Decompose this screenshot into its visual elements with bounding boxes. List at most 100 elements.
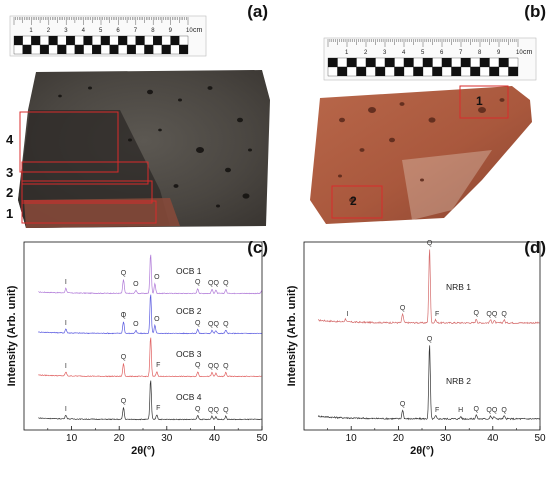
region-b-1: 1 [476, 94, 483, 108]
b-ruler-number-5: 5 [421, 50, 425, 56]
peak-annotation: Q [427, 240, 433, 247]
photo-panel-b: 1 2 3 4 5 6 7 8 9 10 cm (b) 1 2 [282, 0, 550, 228]
ruler-b: 1 2 3 4 5 6 7 8 9 10 cm [323, 37, 537, 81]
a-ruler-number-6: 6 [116, 28, 120, 34]
y-axis-label: Intensity (Arb. unit) [6, 285, 18, 386]
a-ruler-number-4: 4 [82, 28, 86, 34]
peak-annotation: O [133, 281, 139, 288]
peak-annotation: Q [223, 280, 229, 287]
photo-b-drawing: 1 2 3 4 5 6 7 8 9 10 cm [310, 37, 537, 224]
b-ruler-number-4: 4 [402, 50, 406, 56]
peak-annotation: Q [400, 305, 406, 312]
peak-annotation: F [156, 405, 160, 412]
x-tick-label: 10 [346, 433, 358, 444]
peak-annotation: Q [223, 363, 229, 370]
y-axis-label: Intensity (Arb. unit) [286, 285, 298, 386]
peak-annotation: O [133, 321, 139, 328]
peak-annotation: I [65, 320, 67, 327]
peak-annotation: QQ [208, 321, 219, 328]
chart-panel-c: 10 20 30 40 50 2θ(°) Intensity (Arb. unit) OCB … [0, 232, 272, 473]
panel-label-c: (c) [247, 238, 268, 257]
series-line-ocb-4 [38, 380, 262, 421]
x-tick-label: 10 [66, 433, 78, 444]
brick-sample-b [310, 86, 532, 224]
a-ruler-unit: cm [193, 27, 203, 34]
x-axis-label: 2θ(°) [410, 445, 434, 457]
peak-annotation: I [346, 311, 348, 318]
series-name-ocb-1: OCB 1 [176, 266, 202, 276]
x-tick-label: 30 [440, 433, 452, 444]
series-name-ocb-3: OCB 3 [176, 349, 202, 359]
peak-annotation: O [154, 316, 160, 323]
a-ruler-number-2: 2 [47, 28, 51, 34]
peak-annotation: H [458, 407, 463, 414]
region-a-4: 4 [6, 132, 14, 147]
series-line-ocb-3 [38, 337, 262, 378]
series-line-ocb-2 [38, 294, 262, 335]
peak-annotation: Q [195, 320, 201, 327]
b-ruler-number-1: 1 [345, 50, 349, 56]
peak-annotation: I [123, 312, 125, 319]
peak-annotation: Q [400, 401, 406, 408]
a-ruler-number-3: 3 [64, 28, 68, 34]
b-ruler-number-10: 10 [516, 50, 523, 56]
plot-frame [23, 241, 263, 431]
x-tick-label: 50 [534, 433, 546, 444]
xrd-chart-c: 10 20 30 40 50 2θ(°) Intensity (Arb. unit) OCB … [6, 241, 268, 457]
b-ruler-number-2: 2 [364, 50, 368, 56]
b-ruler-number-3: 3 [383, 50, 387, 56]
pores-b [338, 98, 505, 203]
plot-frame [303, 241, 541, 431]
peak-annotation: Q [195, 362, 201, 369]
peak-annotation: I [65, 363, 67, 370]
b-ruler-number-7: 7 [459, 50, 463, 56]
a-ruler-number-5: 5 [99, 28, 103, 34]
ruler-a: 1 2 3 4 5 6 7 8 9 10 cm [9, 15, 207, 57]
series-name-nrb-1: NRB 1 [446, 282, 471, 292]
peak-annotation: QQ [486, 311, 497, 318]
peak-annotation: O [154, 274, 160, 281]
a-ruler-number-9: 9 [169, 28, 173, 34]
peak-annotation: Q [223, 407, 229, 414]
x-tick-label: 40 [209, 433, 221, 444]
a-ruler-number-1: 1 [29, 28, 33, 34]
b-ruler-number-9: 9 [497, 50, 501, 56]
a-ruler-number-7: 7 [134, 28, 138, 34]
peak-annotation: F [156, 362, 160, 369]
peak-annotation: Q [427, 336, 433, 343]
x-tick-label: 40 [487, 433, 499, 444]
b-ruler-number-8: 8 [478, 50, 482, 56]
peak-annotation: I [65, 279, 67, 286]
peak-annotation: QQ [208, 363, 219, 370]
peak-annotation: Q [223, 321, 229, 328]
peak-annotation: Q [195, 279, 201, 286]
xrd-chart-d: 10 20 30 40 50 2θ(°) Intensity (Arb. unit) NRB … [286, 240, 546, 457]
peak-annotation: QQ [486, 407, 497, 414]
photo-panel-a: 1 2 3 4 5 6 7 8 9 10 cm (a) 4 3 2 1 [0, 0, 272, 228]
x-tick-label: 50 [256, 433, 268, 444]
pores-a [58, 86, 252, 208]
panel-label-d: (d) [524, 238, 546, 257]
photo-a-drawing: 1 2 3 4 5 6 7 8 9 10 cm [9, 15, 270, 228]
peak-annotation: Q [121, 312, 127, 319]
peak-annotation: Q [195, 406, 201, 413]
peak-annotation: Q [121, 270, 127, 277]
peak-annotation: Q [501, 407, 507, 414]
region-a-1: 1 [6, 206, 14, 221]
x-tick-label: 20 [114, 433, 126, 444]
peak-annotation: Q [121, 354, 127, 361]
x-tick-label: 20 [393, 433, 405, 444]
panel-label-b: (b) [524, 2, 546, 21]
x-axis-label: 2θ(°) [131, 445, 155, 457]
series-line-nrb-1 [318, 249, 540, 325]
peak-annotation: Q [474, 310, 480, 317]
peak-annotation: QQ [208, 407, 219, 414]
region-a-2: 2 [6, 185, 14, 200]
a-ruler-number-10: 10 [186, 28, 193, 34]
series-name-ocb-2: OCB 2 [176, 306, 202, 316]
series-name-nrb-2: NRB 2 [446, 376, 471, 386]
peak-annotation: Q [501, 311, 507, 318]
b-ruler-unit: cm [523, 49, 533, 56]
a-ruler-number-8: 8 [151, 28, 155, 34]
peak-annotation: Q [121, 398, 127, 405]
